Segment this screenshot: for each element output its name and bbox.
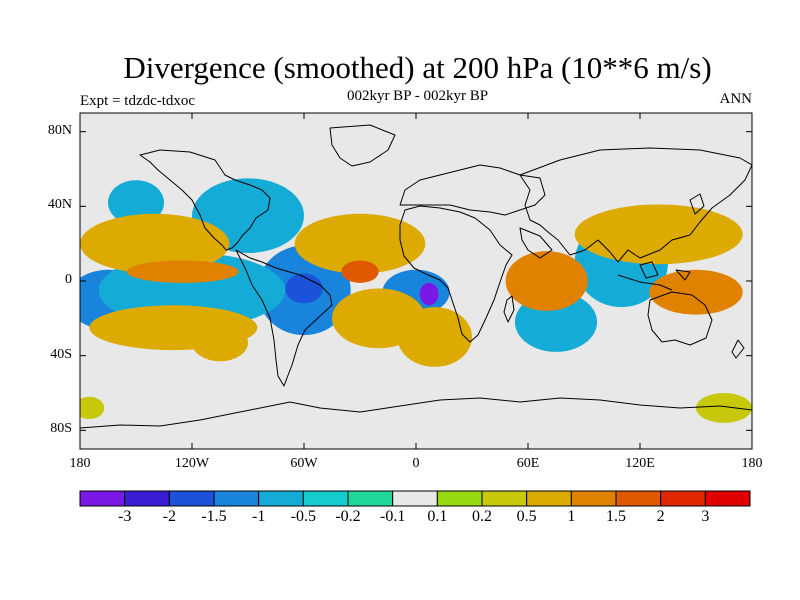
lon-label: 180 [69, 456, 91, 471]
divergence-map [80, 113, 752, 449]
coastline-south-america [235, 249, 333, 387]
contour-region-positive [574, 204, 743, 265]
coastline-north-america [139, 149, 271, 251]
contour-region-negative [285, 273, 323, 304]
lat-label: 80S [50, 421, 72, 437]
colorbar-swatch [704, 490, 751, 507]
coastline-antarctica [80, 397, 752, 429]
colorbar-label: 3 [701, 508, 710, 525]
coastline-japan [689, 193, 705, 215]
coastline-australia [647, 291, 713, 346]
contour-region-negative [108, 180, 164, 226]
lon-label: 180 [741, 456, 763, 471]
contour-region-positive [192, 323, 248, 362]
colorbar-label: 0.1 [427, 508, 448, 525]
colorbar-swatch [436, 490, 483, 507]
colorbar-swatch [481, 490, 528, 507]
colorbar-swatch [392, 490, 438, 507]
plot-title: Divergence (smoothed) at 200 hPa (10**6 … [123, 50, 712, 85]
lat-label: 80N [47, 122, 72, 138]
contour-region-positive [341, 260, 379, 283]
colorbar-label: 2 [656, 508, 665, 525]
season-label: ANN [719, 91, 753, 107]
colorbar-label: 0.2 [472, 508, 492, 525]
contour-region-negative [419, 282, 439, 306]
lon-label: 0 [412, 456, 420, 471]
contour-regions [80, 178, 752, 423]
lat-label: 40S [50, 346, 72, 362]
colorbar-swatch [124, 490, 170, 507]
colorbar-swatch [258, 490, 304, 507]
coastline-africa [399, 205, 513, 343]
contour-region-positive [126, 260, 239, 283]
colorbar-label: 1.5 [606, 508, 626, 525]
coastline-indonesia [617, 261, 691, 291]
coastline-madagascar [503, 295, 515, 323]
colorbar-swatch [79, 490, 126, 507]
colorbar-label: -2 [162, 508, 176, 525]
colorbar-label: -0.5 [290, 508, 316, 525]
contour-region-positive [80, 396, 105, 420]
lat-label: 40N [47, 197, 72, 213]
colorbar-label: 1 [567, 508, 576, 525]
colorbar-label: -1.5 [201, 508, 227, 525]
contour-region-positive [397, 307, 472, 367]
colorbar-label: -3 [117, 508, 132, 525]
colorbar-swatch [660, 490, 706, 507]
contour-region-positive [294, 213, 426, 274]
colorbar-swatch [168, 490, 215, 507]
experiment-label: Expt = tdzdc-tdxoc [80, 93, 196, 109]
colorbar-label: -0.2 [335, 508, 361, 525]
colorbar-swatch [213, 490, 260, 507]
colorbar-swatch [526, 490, 572, 507]
coastlines [80, 124, 752, 429]
colorbar [79, 490, 751, 507]
contour-region-positive [649, 269, 743, 315]
coastline-europe [399, 164, 546, 216]
plot-subtitle: 002kyr BP - 002kyr BP [346, 88, 489, 104]
coastline-arabia [519, 227, 553, 259]
colorbar-label: 0.5 [516, 508, 537, 525]
colorbar-swatch [615, 490, 662, 507]
contour-region-positive [80, 213, 230, 274]
lon-label: 60W [290, 456, 318, 471]
contour-region-positive [696, 393, 752, 423]
contour-region-positive [505, 251, 588, 311]
lat-label: 0 [65, 272, 72, 287]
colorbar-swatch [570, 490, 617, 507]
axis-ticks [79, 113, 753, 449]
lon-label: 60E [516, 456, 540, 471]
coastline-new-zealand [731, 339, 745, 359]
colorbar-label: -0.1 [379, 508, 406, 525]
lon-label: 120W [174, 456, 210, 471]
coastline-asia [519, 147, 752, 263]
lon-label: 120E [625, 456, 655, 471]
coastline-greenland [329, 124, 396, 167]
colorbar-swatch [302, 490, 349, 507]
colorbar-label: -1 [251, 508, 266, 525]
colorbar-swatch [347, 490, 394, 507]
